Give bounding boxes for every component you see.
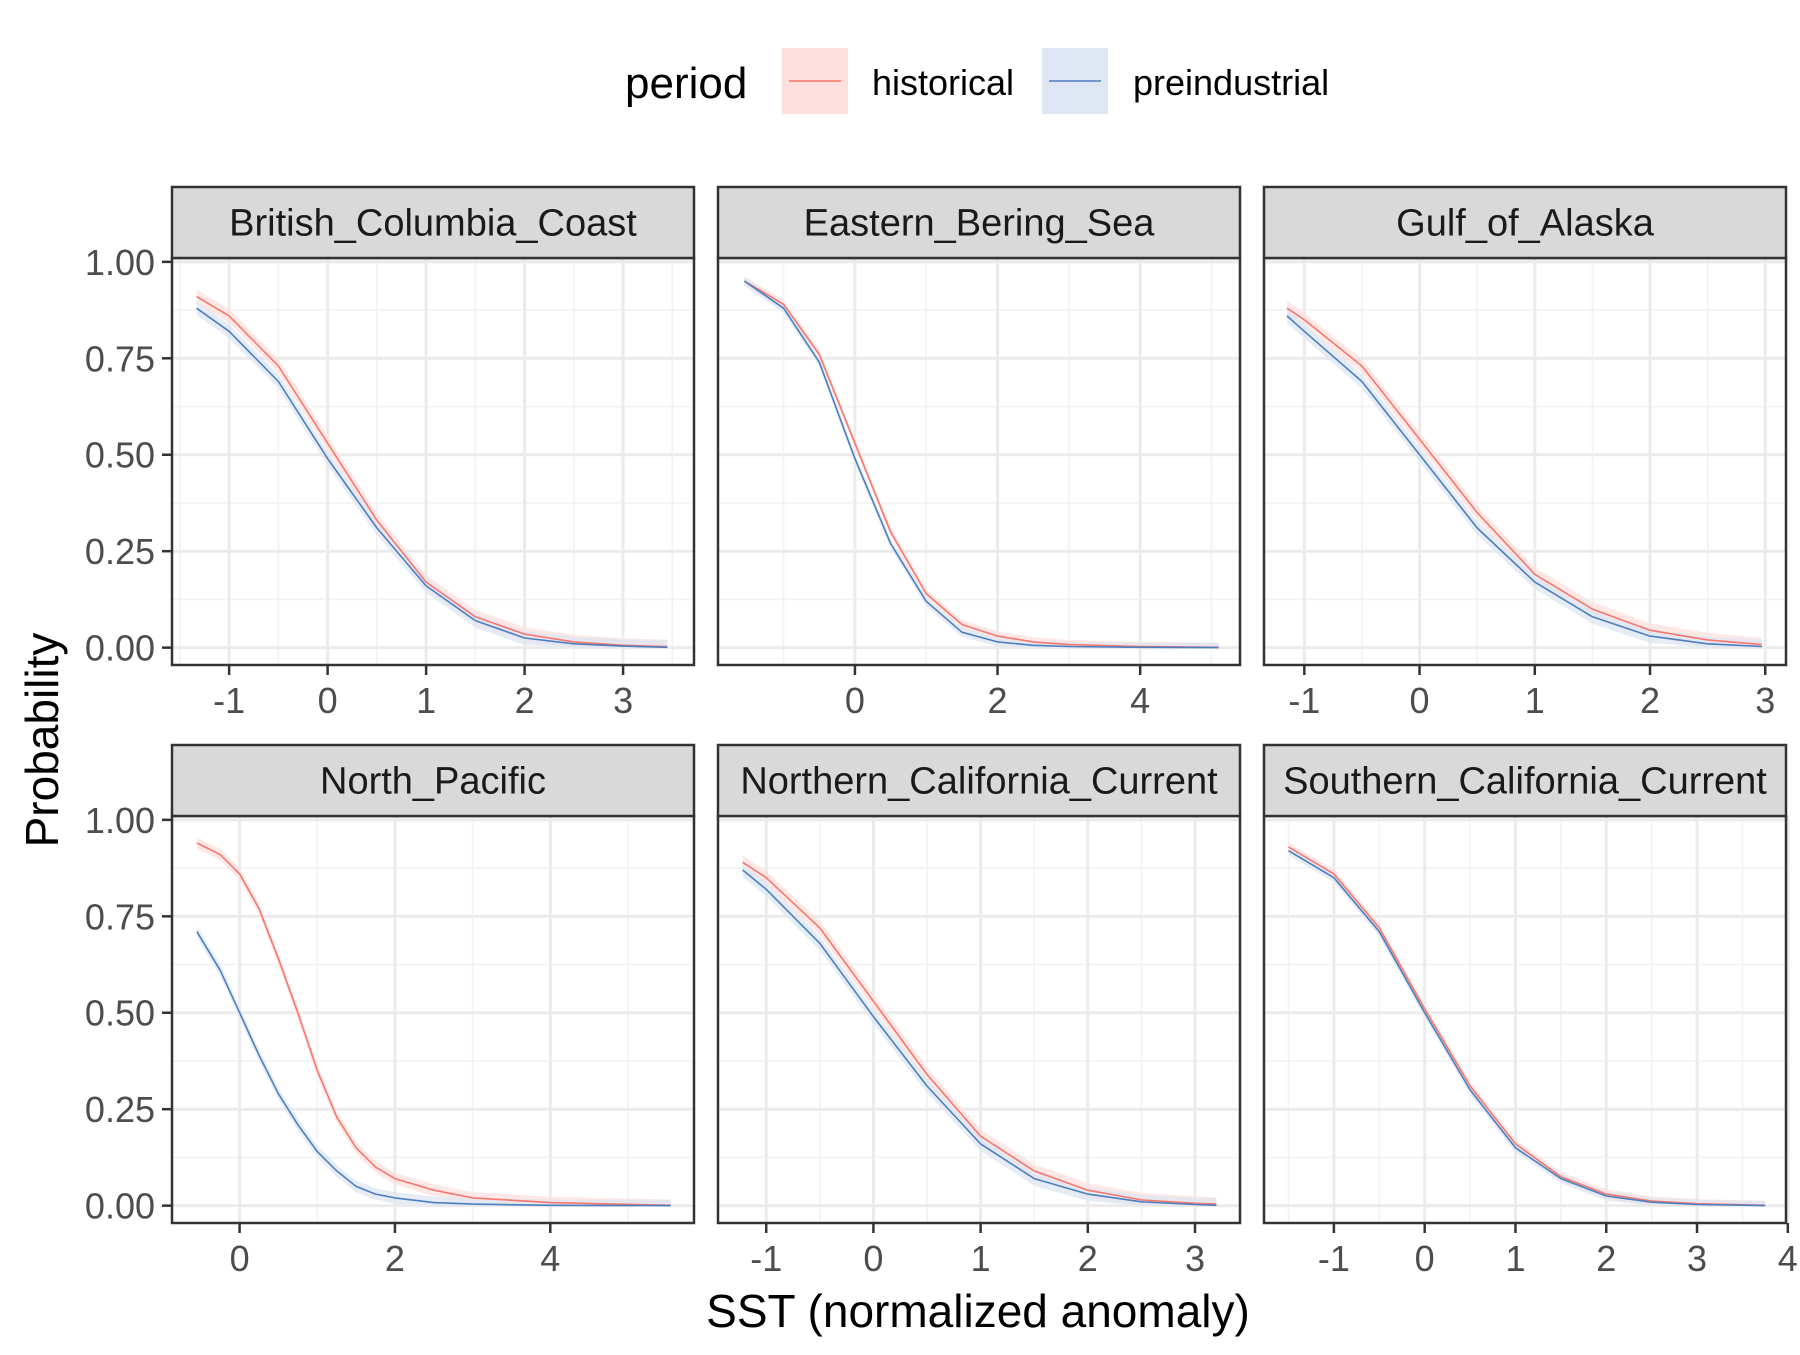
panel-data — [742, 855, 1217, 1207]
y-tick-label: 0.50 — [85, 435, 155, 476]
series-line-preindustrial — [1286, 315, 1762, 648]
panel-background — [718, 816, 1240, 1223]
panel-background — [1264, 258, 1786, 665]
y-tick-label: 0.00 — [85, 1186, 155, 1227]
x-tick-label: 2 — [385, 1238, 405, 1279]
x-tick-label: 0 — [845, 680, 865, 721]
x-tick-label: 1 — [971, 1238, 991, 1279]
series-line-preindustrial — [196, 931, 671, 1207]
panel-data — [1288, 842, 1766, 1207]
legend: period historical preindustrial — [625, 48, 1329, 114]
panel-eastern-bering-sea: Eastern_Bering_Sea 0 2 4 — [716, 185, 1242, 721]
panel-data — [196, 837, 671, 1207]
panel-british-columbia-coast: British_Columbia_Coast -1 0 1 2 3 0.00 0.25 0.50… — [85, 185, 696, 721]
facet-strip — [1262, 185, 1788, 260]
x-tick-label: -1 — [750, 1238, 782, 1279]
x-tick-label: 0 — [863, 1238, 883, 1279]
series-line-historical — [743, 280, 1219, 649]
x-tick-label: 3 — [1755, 680, 1775, 721]
y-axis-title: Probability — [16, 633, 68, 848]
x-tick-label: -1 — [213, 680, 245, 721]
panel-data — [196, 289, 668, 649]
ribbon-historical — [744, 276, 1219, 648]
facet-strip — [170, 743, 696, 818]
facet-panels: British_Columbia_Coast -1 0 1 2 3 0.00 0.25 0.50… — [85, 185, 1798, 1279]
x-tick-label: 2 — [1596, 1238, 1616, 1279]
x-tick-label: 1 — [416, 680, 436, 721]
y-tick-label: 1.00 — [85, 800, 155, 841]
panel-gulf-of-alaska: Gulf_of_Alaska -1 0 1 2 3 — [1262, 185, 1788, 721]
x-tick-label: 3 — [1687, 1238, 1707, 1279]
legend-label-historical: historical — [872, 62, 1014, 103]
series-line-preindustrial — [743, 280, 1219, 649]
x-tick-label: 3 — [613, 680, 633, 721]
panel-data — [1286, 301, 1762, 648]
x-tick-label: 2 — [1078, 1238, 1098, 1279]
y-tick-label: 1.00 — [85, 242, 155, 283]
x-tick-label: 3 — [1185, 1238, 1205, 1279]
series-line-historical — [1286, 307, 1762, 646]
ribbon-preindustrial — [1288, 846, 1766, 1206]
panel-southern-california-current: Southern_California_Current -1 0 1 2 3 4 — [1262, 743, 1798, 1279]
facet-strip-label: Gulf_of_Alaska — [1396, 203, 1655, 245]
x-tick-label: 0 — [1415, 1238, 1435, 1279]
y-tick-label: 0.25 — [85, 1089, 155, 1130]
x-axis-title: SST (normalized anomaly) — [706, 1285, 1250, 1337]
legend-label-preindustrial: preindustrial — [1133, 62, 1329, 103]
x-tick-label: 4 — [1130, 680, 1150, 721]
panel-background — [718, 258, 1240, 665]
series-line-preindustrial — [742, 869, 1217, 1207]
x-tick-label: 0 — [230, 1238, 250, 1279]
x-tick-label: -1 — [1318, 1238, 1350, 1279]
x-tick-label: 1 — [1505, 1238, 1525, 1279]
series-line-historical — [196, 842, 671, 1207]
y-tick-label: 0.00 — [85, 628, 155, 669]
panel-background — [1264, 816, 1786, 1223]
legend-entry-preindustrial: preindustrial — [1042, 48, 1329, 114]
facet-strip — [1262, 743, 1788, 818]
x-tick-label: 0 — [318, 680, 338, 721]
x-tick-label: 2 — [515, 680, 535, 721]
series-line-historical — [742, 861, 1217, 1205]
x-tick-label: 2 — [1640, 680, 1660, 721]
x-tick-label: 4 — [1778, 1238, 1798, 1279]
ribbon-historical — [196, 289, 668, 648]
series-line-preindustrial — [1288, 850, 1766, 1207]
facet-strip — [170, 185, 696, 260]
facet-strip-label: Northern_California_Current — [740, 761, 1218, 803]
facet-strip-label: Eastern_Bering_Sea — [804, 203, 1156, 245]
panel-northern-california-current: Northern_California_Current -1 0 1 2 3 — [716, 743, 1242, 1279]
ribbon-preindustrial — [742, 863, 1217, 1206]
series-line-historical — [196, 295, 668, 648]
x-tick-label: 1 — [1525, 680, 1545, 721]
y-tick-label: 0.75 — [85, 896, 155, 937]
y-tick-label: 0.25 — [85, 531, 155, 572]
x-tick-label: -1 — [1288, 680, 1320, 721]
panel-data — [743, 276, 1219, 649]
series-line-preindustrial — [196, 307, 668, 649]
facet-strip — [716, 185, 1242, 260]
legend-entry-historical: historical — [782, 48, 1014, 114]
y-tick-label: 0.75 — [85, 338, 155, 379]
facet-strip-label: Southern_California_Current — [1283, 761, 1767, 803]
facet-strip-label: British_Columbia_Coast — [229, 203, 637, 245]
legend-title: period — [625, 59, 747, 108]
series-line-historical — [1288, 846, 1766, 1207]
x-tick-label: 2 — [988, 680, 1008, 721]
x-tick-label: 4 — [540, 1238, 560, 1279]
panel-background — [172, 258, 694, 665]
x-tick-label: 0 — [1410, 680, 1430, 721]
y-tick-label: 0.50 — [85, 993, 155, 1034]
panel-background — [172, 816, 694, 1223]
panel-north-pacific: North_Pacific 0 2 4 0.00 0.25 0.50 0.75 1.00 — [85, 743, 696, 1279]
facet-strip — [716, 743, 1242, 818]
facet-strip-label: North_Pacific — [320, 761, 546, 803]
